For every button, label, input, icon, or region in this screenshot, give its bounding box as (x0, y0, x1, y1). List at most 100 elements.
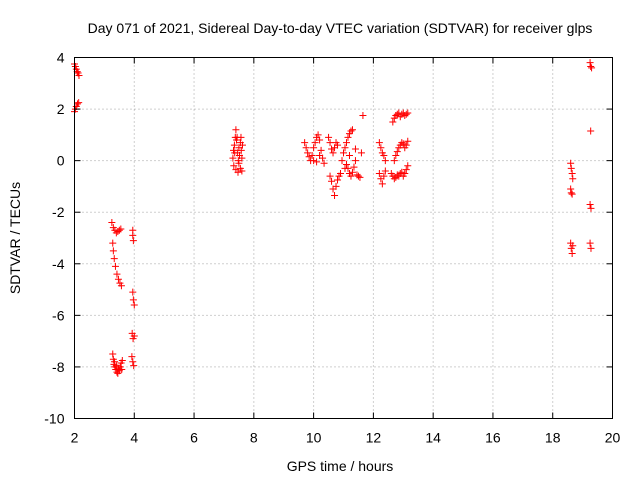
data-point (314, 131, 322, 139)
data-point (401, 170, 409, 178)
data-point (338, 157, 346, 165)
data-point (344, 164, 352, 172)
data-point (129, 231, 137, 239)
data-point (328, 177, 336, 185)
data-points (71, 59, 596, 377)
data-point (111, 262, 119, 270)
data-point (356, 173, 364, 181)
y-tick-label: 2 (57, 101, 65, 117)
data-point (129, 237, 137, 245)
data-point (359, 112, 367, 120)
data-point (390, 175, 398, 183)
y-tick-label: -6 (52, 307, 65, 323)
data-point (118, 356, 126, 364)
data-point (354, 172, 362, 180)
data-point (108, 219, 116, 227)
data-point (326, 139, 334, 147)
data-point (587, 244, 595, 252)
data-point (229, 154, 237, 162)
data-point (75, 72, 83, 80)
data-point (230, 141, 238, 149)
data-point (129, 296, 137, 304)
data-point (345, 151, 353, 159)
data-point (344, 133, 352, 141)
data-point (399, 140, 407, 148)
data-point (375, 139, 383, 147)
x-tick-label: 8 (250, 430, 258, 446)
data-point (130, 301, 138, 309)
data-point (332, 182, 340, 190)
data-point (341, 144, 349, 152)
data-point (311, 139, 319, 147)
data-point (568, 190, 576, 198)
data-point (398, 139, 406, 147)
data-point (567, 164, 575, 172)
data-point (381, 167, 389, 175)
data-point (587, 204, 595, 212)
data-point (342, 161, 350, 169)
data-point (351, 145, 359, 153)
data-point (587, 63, 595, 71)
data-point (113, 270, 121, 278)
data-point (109, 350, 117, 358)
data-point (75, 99, 83, 107)
y-tick-label: -10 (44, 411, 64, 427)
x-tick-label: 14 (425, 430, 441, 446)
data-point (109, 239, 117, 247)
data-point (390, 157, 398, 165)
data-point (111, 358, 119, 366)
data-point (389, 118, 397, 126)
chart-title: Day 071 of 2021, Sidereal Day-to-day VTE… (88, 20, 593, 36)
data-point (114, 275, 122, 283)
data-point (393, 148, 401, 156)
data-point (301, 139, 309, 147)
data-point (326, 172, 334, 180)
data-point (329, 149, 337, 157)
data-point (302, 144, 310, 152)
data-point (237, 133, 245, 141)
data-point (238, 167, 246, 175)
data-point (568, 170, 576, 178)
data-point (313, 158, 321, 166)
data-point (325, 133, 333, 141)
data-point (316, 136, 324, 144)
data-point (348, 126, 356, 134)
data-point (310, 144, 318, 152)
data-point (375, 170, 383, 178)
data-point (586, 200, 594, 208)
data-point (237, 146, 245, 154)
data-point (117, 225, 125, 233)
data-point (377, 144, 385, 152)
y-tick-label: -8 (52, 359, 65, 375)
data-point (128, 353, 136, 361)
data-point (231, 149, 239, 157)
data-point (320, 159, 328, 167)
data-point (347, 172, 355, 180)
data-point (110, 255, 118, 263)
data-point (337, 170, 345, 178)
data-point (73, 100, 81, 108)
x-tick-label: 10 (306, 430, 322, 446)
data-point (235, 159, 243, 167)
data-point (380, 172, 388, 180)
data-point (340, 149, 347, 157)
data-point (238, 141, 246, 149)
data-point (230, 162, 238, 170)
data-point (238, 154, 246, 162)
data-point (129, 288, 137, 296)
data-point (567, 159, 575, 167)
data-point (234, 168, 242, 176)
data-point (348, 168, 356, 176)
data-point (588, 64, 596, 72)
data-point (304, 149, 312, 157)
data-point (587, 127, 595, 135)
x-tick-label: 2 (71, 430, 79, 446)
data-point (378, 180, 386, 188)
x-tick-label: 20 (605, 430, 621, 446)
data-point (130, 362, 138, 370)
data-point (328, 145, 336, 153)
data-point (404, 109, 412, 117)
data-point (393, 171, 401, 179)
y-tick-label: -4 (52, 256, 65, 272)
data-point (305, 153, 313, 161)
